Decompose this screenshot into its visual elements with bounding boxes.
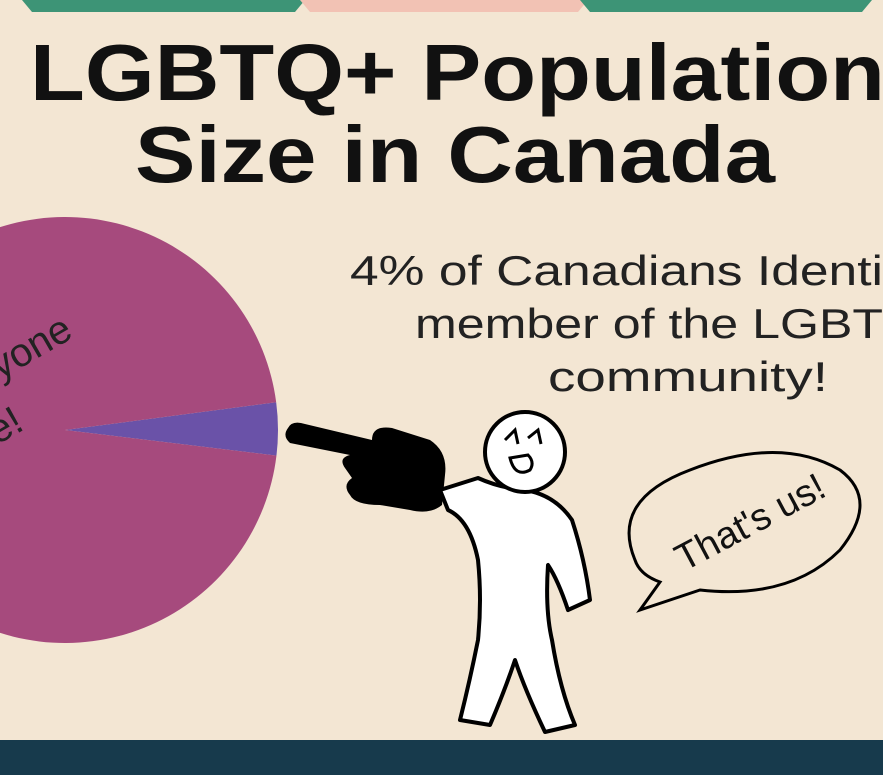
infographic: yonee! LGBTQ+ Population Size in Canada … bbox=[0, 0, 883, 775]
chart-title: LGBTQ+ Population bbox=[30, 28, 883, 117]
page: yonee! LGBTQ+ Population Size in Canada … bbox=[0, 0, 883, 775]
annotation: community! bbox=[548, 353, 828, 400]
bottom-bar bbox=[0, 740, 883, 775]
annotation: member of the LGBT bbox=[415, 300, 883, 347]
top-decoration bbox=[300, 0, 588, 12]
person-head bbox=[485, 412, 565, 492]
chart-title: Size in Canada bbox=[135, 110, 776, 199]
top-decoration bbox=[22, 0, 305, 12]
top-decoration bbox=[580, 0, 872, 12]
annotation: 4% of Canadians Identi bbox=[350, 247, 883, 294]
